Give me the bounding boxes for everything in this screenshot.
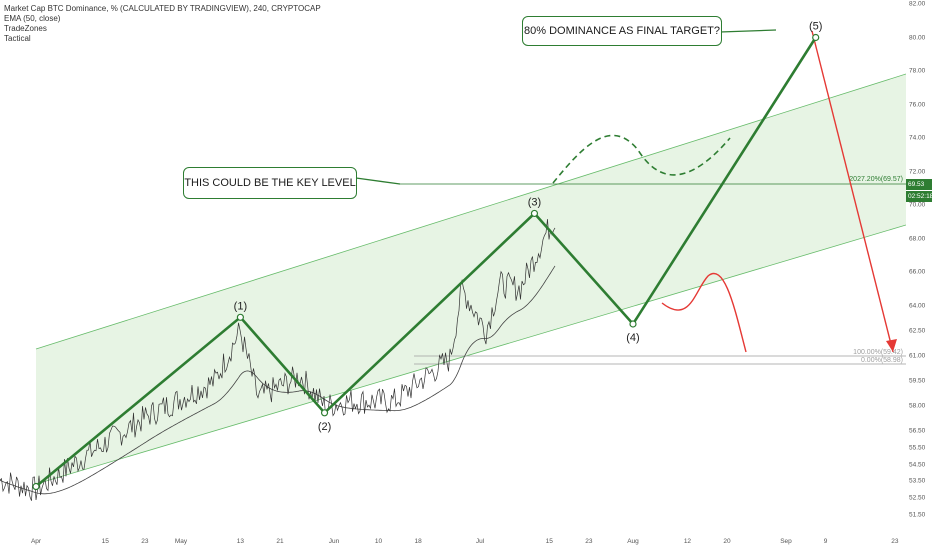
x-tick-label: Jun <box>328 538 340 545</box>
countdown-tag: 02:52:18 <box>906 191 932 202</box>
target-callout-text: 80% DOMINANCE AS FINAL TARGET? <box>524 25 721 37</box>
y-tick-label: 74.00 <box>909 134 926 142</box>
y-tick-label: 82.00 <box>909 0 926 8</box>
fib-label-100: 100.00%(59.42) <box>853 349 903 356</box>
elliott-wave-path <box>35 36 817 488</box>
wave-pivot-marker <box>236 313 244 321</box>
x-tick-label: 12 <box>683 538 692 545</box>
x-tick-label: 10 <box>374 538 383 545</box>
trend-channel-fill <box>36 74 906 484</box>
key-level-callout-pointer <box>355 177 401 185</box>
y-tick-label: 59.50 <box>909 377 926 385</box>
chart-canvas[interactable]: 100.00%(59.42) 0.00%(58.98) 2027.20%(69.… <box>0 0 906 535</box>
y-tick-label: 66.00 <box>909 268 926 276</box>
y-tick-label: 58.00 <box>909 402 926 410</box>
x-tick-label: 15 <box>545 538 553 545</box>
y-tick-label: 72.00 <box>909 168 926 176</box>
wave-pivot-marker <box>629 320 637 328</box>
wave-label: (5) <box>809 21 822 33</box>
x-tick-label: 20 <box>723 538 731 545</box>
wave-label: (3) <box>528 196 541 208</box>
y-tick-label: 62.50 <box>909 327 926 335</box>
target-callout-pointer <box>719 29 777 33</box>
x-tick-label: 21 <box>276 538 284 545</box>
y-tick-label: 70.00 <box>909 201 926 209</box>
bear-scenario-curve <box>661 272 747 353</box>
y-tick-label: 54.50 <box>909 461 926 469</box>
x-tick-label: 15 <box>101 538 109 545</box>
x-tick-label: 23 <box>141 538 149 545</box>
wave-label: (2) <box>318 421 331 433</box>
x-tick-label: 23 <box>891 538 899 545</box>
x-tick-label: Sep <box>780 538 792 545</box>
x-tick-label: Apr <box>30 538 42 545</box>
x-tick-label: 13 <box>236 538 245 545</box>
target-callout: 80% DOMINANCE AS FINAL TARGET? <box>522 16 722 46</box>
x-tick-label: Jul <box>475 538 485 545</box>
legend-indicator-tactical: Tactical <box>4 34 31 43</box>
wave-pivot-marker <box>32 482 40 491</box>
x-tick-label: 9 <box>823 538 828 545</box>
legend-title: Market Cap BTC Dominance, % (CALCULATED … <box>4 4 321 13</box>
y-tick-label: 61.00 <box>909 352 926 360</box>
x-tick-label: Aug <box>627 538 639 545</box>
y-tick-label: 76.00 <box>909 101 926 109</box>
y-tick-label: 53.50 <box>909 477 926 485</box>
x-tick-label: May <box>174 538 188 545</box>
y-tick-label: 64.00 <box>909 302 926 310</box>
y-tick-label: 56.50 <box>909 427 926 435</box>
wave-pivot-marker <box>320 409 329 417</box>
wave-label: (4) <box>626 332 639 344</box>
bear-scenario-arrow <box>811 30 894 353</box>
y-tick-label: 52.50 <box>909 494 926 502</box>
legend-indicator-tradezones: TradeZones <box>4 24 47 33</box>
ema-line <box>0 265 556 495</box>
trend-channel-lower <box>35 224 906 485</box>
bear-arrow-head <box>886 339 897 352</box>
x-tick-label: 18 <box>414 538 422 545</box>
last-price-tag: 69.53 <box>906 179 932 190</box>
chart-legend: Market Cap BTC Dominance, % (CALCULATED … <box>4 4 321 44</box>
y-tick-label: 55.50 <box>909 444 926 452</box>
key-level-callout: THIS COULD BE THE KEY LEVEL <box>183 167 357 199</box>
x-tick-label: 23 <box>585 538 593 545</box>
y-tick-label: 51.50 <box>909 511 926 519</box>
price-axis[interactable]: 51.50 52.50 53.50 54.50 55.50 56.50 58.00 59.50… <box>906 0 932 535</box>
trend-channel-upper <box>35 73 906 350</box>
y-tick-label: 68.00 <box>909 235 926 243</box>
key-level-value-label: 2027.20%(69.57) <box>849 176 903 183</box>
y-tick-label: 78.00 <box>909 67 926 75</box>
wave-label: (1) <box>234 300 247 312</box>
wave-pivot-marker <box>530 209 539 218</box>
legend-ema: EMA (50, close) <box>4 14 61 23</box>
key-level-callout-text: THIS COULD BE THE KEY LEVEL <box>184 177 356 189</box>
y-tick-label: 80.00 <box>909 34 926 41</box>
wave-pivot-marker <box>812 33 820 42</box>
fib-label-0: 0.00%(58.98) <box>861 357 903 364</box>
time-axis[interactable]: Apr 15 23 May 13 21 Jun 10 18 Jul 15 23 Aug 12 20 Sep 9 2… <box>0 535 932 550</box>
